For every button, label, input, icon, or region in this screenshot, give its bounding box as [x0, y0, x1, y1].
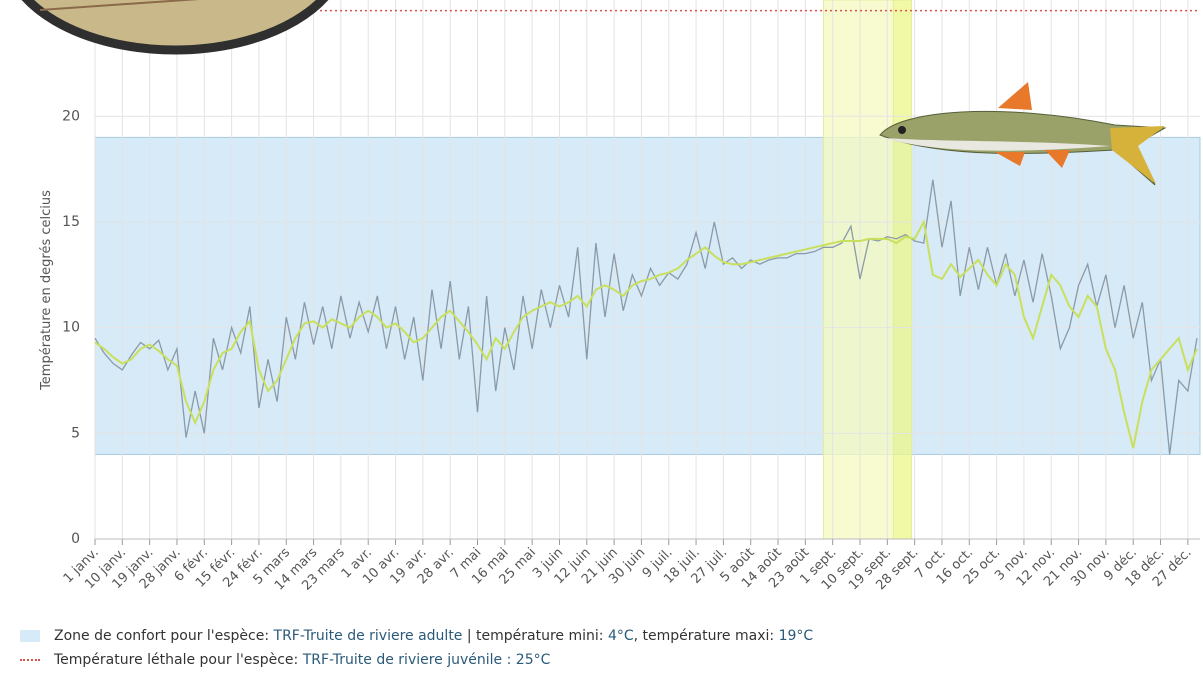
- y-axis-label: Température en degrés celcius: [39, 190, 54, 391]
- map-lens: [21, 0, 329, 55]
- decoration: [21, 0, 329, 55]
- legend-text: Température léthale pour l'espèce:: [54, 652, 303, 668]
- legend-item: Température léthale pour l'espèce: TRF-T…: [0, 648, 1203, 672]
- fish-fin: [1045, 150, 1070, 168]
- legend-species: TRF-Truite de riviere adulte: [273, 628, 463, 644]
- fish-illustration: [879, 82, 1167, 186]
- legend-text: , température maxi:: [633, 628, 779, 644]
- y-tick-label: 5: [71, 425, 80, 441]
- y-tick-label: 0: [71, 531, 80, 547]
- legend-text: Zone de confort pour l'espèce:: [54, 628, 274, 644]
- legend-swatch: [20, 630, 40, 642]
- series-line: [94, 218, 1198, 449]
- chart: Température en degrés celcius 051015201 …: [21, 0, 1201, 594]
- fish-fin: [995, 152, 1025, 166]
- legend-species: TRF-Truite de riviere juvénile : 25°C: [302, 652, 551, 668]
- fish-belly: [885, 138, 1110, 151]
- legend-swatch: [20, 659, 40, 661]
- fish-eye: [898, 126, 906, 134]
- y-tick-label: 10: [62, 320, 80, 336]
- series-line: [94, 179, 1198, 455]
- y-tick-label: 20: [62, 108, 80, 124]
- highlight-band: [892, 0, 913, 540]
- y-tick-label: 15: [62, 214, 80, 230]
- legend-min: 4°C: [607, 628, 634, 644]
- legend-text: | température mini:: [462, 628, 608, 644]
- comfort-zone: [94, 136, 1201, 455]
- fish-tail: [1110, 126, 1165, 184]
- fish-fin: [998, 82, 1032, 110]
- map-road: [39, 0, 200, 11]
- legend-max: 19°C: [778, 628, 814, 644]
- legend: Zone de confort pour l'espèce: TRF-Truit…: [0, 624, 1203, 672]
- legend-item: Zone de confort pour l'espèce: TRF-Truit…: [0, 624, 1203, 648]
